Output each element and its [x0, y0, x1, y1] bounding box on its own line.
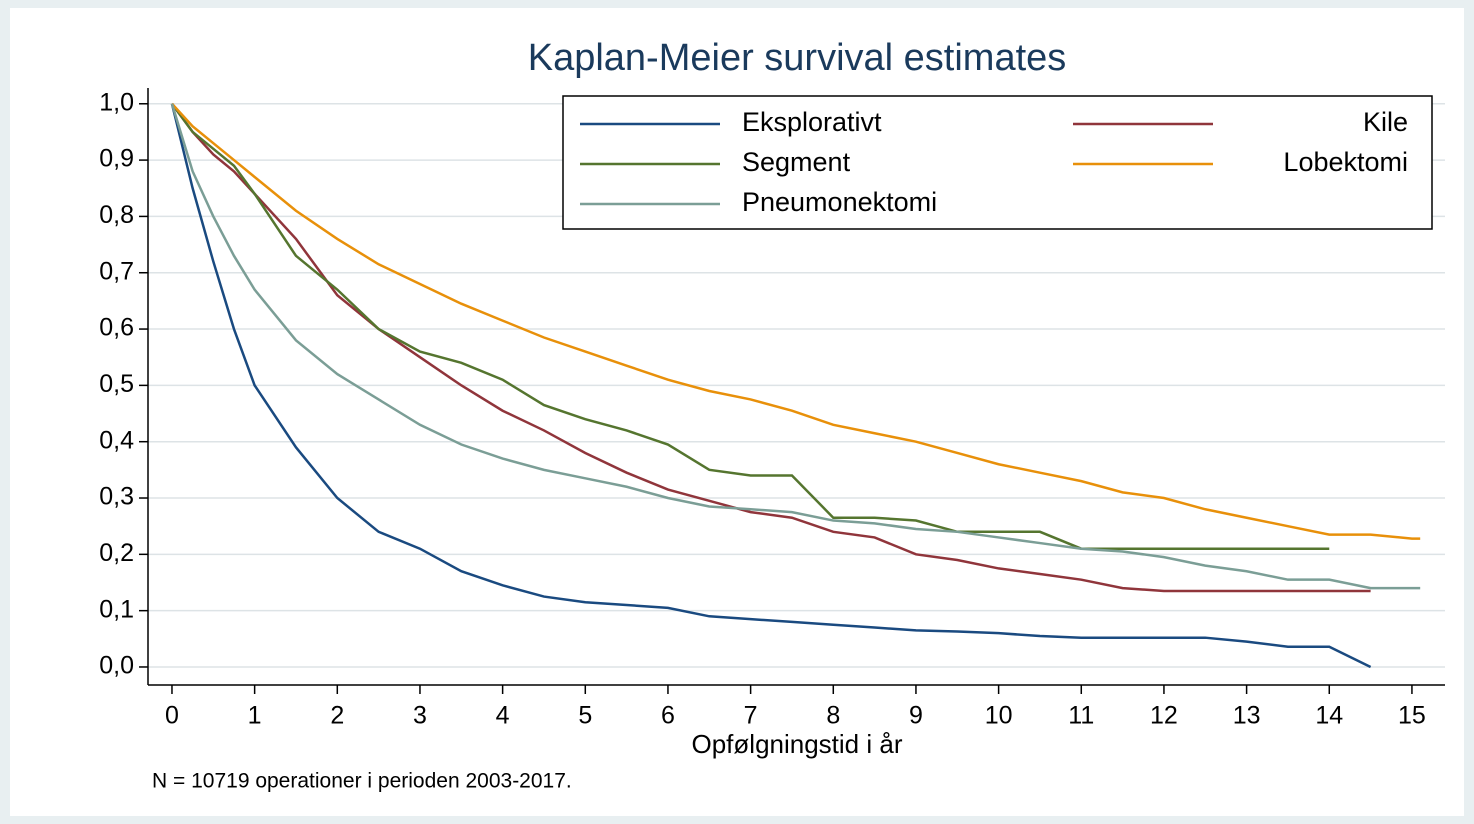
legend-label: Eksplorativt — [742, 107, 882, 137]
x-tick-label: 6 — [661, 702, 675, 730]
x-tick-label: 8 — [826, 702, 840, 730]
survival-line — [170, 103, 1421, 590]
x-tick-label: 0 — [165, 702, 179, 730]
y-tick-label: 0,0 — [99, 652, 134, 680]
legend-box — [562, 95, 1433, 230]
x-tick-label: 11 — [1068, 702, 1094, 730]
x-tick-label: 15 — [1398, 702, 1426, 730]
x-tick-label: 1 — [248, 702, 262, 730]
y-tick-label: 0,8 — [99, 201, 134, 229]
y-tick-label: 1,0 — [99, 88, 134, 116]
y-tick-label: 0,5 — [99, 370, 134, 398]
x-tick-label: 10 — [985, 702, 1013, 730]
survival-line — [170, 103, 1371, 593]
legend-label: Kile — [1363, 107, 1408, 137]
x-axis-label: Opfølgningstid i år — [692, 729, 903, 759]
y-tick-label: 0,4 — [99, 426, 134, 454]
survival-line — [171, 102, 1421, 540]
chart-title: Kaplan-Meier survival estimates — [528, 37, 1067, 79]
legend-label: Segment — [742, 147, 851, 177]
note: N = 10719 operationer i perioden 2003-20… — [152, 770, 572, 793]
x-tick-label: 9 — [909, 702, 923, 730]
y-tick-label: 0,6 — [99, 314, 134, 342]
y-tick-label: 0,3 — [99, 483, 134, 511]
legend-label: Pneumonektomi — [742, 187, 937, 217]
x-tick-label: 5 — [578, 702, 592, 730]
y-tick-label: 0,1 — [99, 595, 134, 623]
x-tick-label: 3 — [413, 702, 427, 730]
survival-line — [170, 103, 1330, 550]
x-tick-label: 2 — [330, 702, 344, 730]
survival-line — [170, 103, 1372, 669]
y-tick-label: 0,7 — [99, 257, 134, 285]
y-tick-label: 0,9 — [99, 145, 134, 173]
y-tick-label: 0,2 — [99, 539, 134, 567]
x-tick-label: 4 — [496, 702, 510, 730]
x-tick-label: 14 — [1315, 702, 1343, 730]
legend-label: Lobektomi — [1283, 147, 1408, 177]
x-tick-label: 12 — [1150, 702, 1178, 730]
x-tick-label: 7 — [744, 702, 758, 730]
x-tick-label: 13 — [1233, 702, 1261, 730]
